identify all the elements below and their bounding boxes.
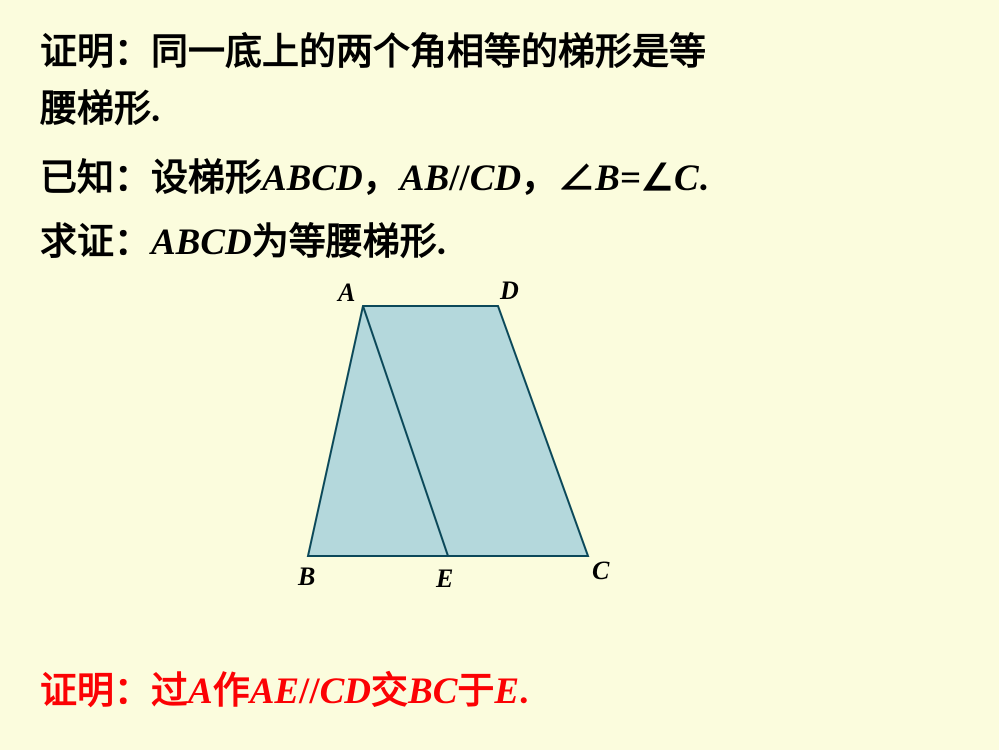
proof-mid1: 作 (213, 671, 250, 712)
angle-b-sym: ∠ (558, 158, 595, 199)
ab: AB (400, 158, 449, 199)
comma2: ， (521, 158, 558, 199)
line1: 证明：同一底上的两个角相等的梯形是等 (40, 32, 706, 73)
slide-page: 证明：同一底上的两个角相等的梯形是等 腰梯形. 已知：设梯形ABCD，AB//C… (0, 0, 999, 750)
bc-letters: BC (408, 671, 457, 712)
period2: . (519, 671, 528, 712)
trapezoid-diagram: A D B E C (278, 286, 638, 606)
c-letter: C (674, 158, 699, 199)
given-prefix: 已知：设梯形 (40, 158, 262, 199)
angle-c-sym: ∠ (641, 158, 674, 199)
statement-text: 证明：同一底上的两个角相等的梯形是等 腰梯形. (40, 24, 960, 139)
abcd-1: ABCD (262, 158, 363, 199)
cd: CD (470, 158, 521, 199)
prove-prefix: 求证： (40, 222, 151, 263)
eq: = (620, 158, 641, 199)
prove-suffix: 为等腰梯形. (252, 222, 446, 263)
a-letter: A (188, 671, 213, 712)
proof-construction-text: 证明：过A作AE//CD交BC于E. (40, 660, 960, 714)
line2: 腰梯形. (40, 89, 160, 130)
vertex-label-c: C (592, 556, 609, 586)
ae-letters: AE (250, 671, 299, 712)
given-text: 已知：设梯形ABCD，AB//CD，∠B=∠C. (40, 150, 980, 207)
proof-mid2: 交 (371, 671, 408, 712)
abcd-2: ABCD (151, 222, 252, 263)
par1: // (449, 158, 470, 199)
prove-text: 求证：ABCD为等腰梯形. (40, 214, 960, 271)
par2: // (299, 671, 320, 712)
vertex-label-b: B (298, 562, 315, 592)
vertex-label-e: E (436, 564, 453, 594)
comma1: ， (363, 158, 400, 199)
proof-mid3: 于 (457, 671, 494, 712)
vertex-label-d: D (500, 276, 519, 306)
diagram-svg (278, 286, 638, 596)
proof-prefix: 证明：过 (40, 671, 188, 712)
period1: . (699, 158, 708, 199)
b-letter: B (595, 158, 620, 199)
e-letter: E (494, 671, 519, 712)
vertex-label-a: A (338, 278, 355, 308)
cd2-letters: CD (320, 671, 371, 712)
trapezoid-shape (308, 306, 588, 556)
